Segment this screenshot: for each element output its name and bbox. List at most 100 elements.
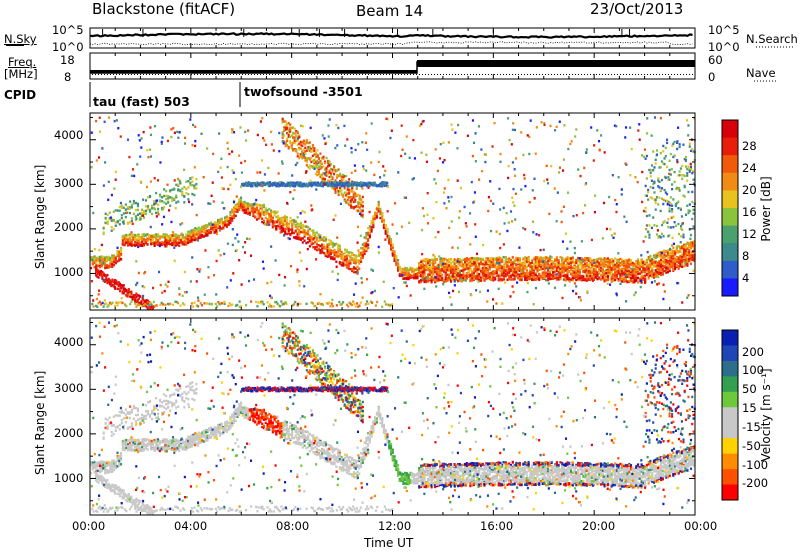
power-cell xyxy=(575,278,578,282)
power-cell xyxy=(502,277,506,281)
power-cell xyxy=(622,264,626,268)
power-cell xyxy=(225,219,228,223)
power-cell xyxy=(281,136,284,139)
power-cell xyxy=(487,264,490,268)
power-cell xyxy=(504,269,507,273)
power-cell xyxy=(453,266,456,270)
power-cell xyxy=(432,273,435,276)
power-cell xyxy=(314,234,317,238)
power-cell xyxy=(478,268,481,271)
power-cell xyxy=(275,211,278,215)
power-cell xyxy=(444,277,447,280)
power-cell xyxy=(313,153,316,156)
power-cell xyxy=(603,257,606,260)
power-cell xyxy=(367,184,370,187)
power-cell xyxy=(554,270,557,274)
power-cell xyxy=(557,278,560,281)
power-cell xyxy=(550,273,553,277)
power-cell xyxy=(367,181,370,184)
power-cell xyxy=(345,263,348,267)
power-cell xyxy=(273,220,276,223)
power-cell xyxy=(488,266,491,269)
power-cell xyxy=(359,184,362,188)
power-cell xyxy=(146,237,149,240)
power-cell xyxy=(116,253,119,256)
power-cell xyxy=(299,184,302,188)
power-cell xyxy=(305,232,308,235)
power-cell xyxy=(587,263,590,266)
power-cell xyxy=(292,126,295,129)
power-cell xyxy=(306,184,309,188)
power-cell xyxy=(619,264,622,268)
power-cell xyxy=(536,259,539,263)
power-cell xyxy=(552,262,555,265)
power-cell xyxy=(144,234,147,237)
power-cell xyxy=(155,237,158,240)
power-cell xyxy=(266,222,269,226)
power-cell xyxy=(612,268,615,271)
power-cell xyxy=(423,276,426,279)
power-cell xyxy=(451,268,454,271)
power-cell xyxy=(176,240,179,244)
power-cell xyxy=(342,264,345,267)
power-cell xyxy=(286,131,289,135)
power-cell xyxy=(112,257,116,260)
power-cell xyxy=(252,213,255,216)
power-cell xyxy=(562,269,566,273)
power-cell xyxy=(342,184,345,187)
power-cell xyxy=(474,277,477,280)
power-cell xyxy=(179,239,183,242)
power-cell xyxy=(165,240,168,243)
power-cell xyxy=(668,256,671,259)
power-cell xyxy=(197,235,200,239)
power-cell xyxy=(217,218,220,222)
power-cell xyxy=(218,221,221,224)
power-cell xyxy=(672,269,675,272)
power-cell xyxy=(437,278,440,281)
power-cell xyxy=(513,262,516,265)
power-cell xyxy=(172,234,176,238)
power-cell xyxy=(596,258,599,261)
power-cell xyxy=(345,191,348,194)
x-tick: 04:00 xyxy=(174,519,208,533)
power-cell xyxy=(354,267,357,270)
power-cell xyxy=(449,271,453,274)
power-cell xyxy=(679,264,682,268)
power-cell xyxy=(357,205,360,209)
power-cell xyxy=(312,229,315,232)
power-cell xyxy=(287,147,290,150)
power-cell xyxy=(518,269,521,273)
power-cell xyxy=(502,268,506,272)
power-cell xyxy=(302,148,305,151)
power-cell xyxy=(282,183,285,186)
power-cell xyxy=(432,262,435,266)
power-cell xyxy=(423,258,426,261)
power-cell xyxy=(373,181,376,184)
power-cell xyxy=(311,149,314,152)
power-cell xyxy=(304,156,307,160)
power-cell xyxy=(301,155,304,158)
power-cell xyxy=(358,251,361,255)
power-cell xyxy=(311,166,314,169)
power-cell xyxy=(684,243,687,246)
power-cell xyxy=(356,269,359,272)
power-cell xyxy=(599,262,603,265)
power-cell xyxy=(434,277,437,281)
power-cell xyxy=(333,253,336,257)
power-cell xyxy=(324,253,327,257)
power-cell xyxy=(635,279,638,282)
power-cell xyxy=(684,256,687,260)
power-cell xyxy=(296,139,299,142)
power-cell xyxy=(513,274,516,278)
power-cell xyxy=(377,207,380,211)
power-cell xyxy=(405,271,408,274)
power-cell xyxy=(127,243,130,246)
power-cell xyxy=(614,278,617,282)
power-cell xyxy=(336,188,339,192)
power-cell xyxy=(654,253,657,257)
power-cell xyxy=(675,264,678,267)
power-cell xyxy=(674,252,677,255)
power-cell xyxy=(278,222,281,225)
power-cell xyxy=(402,275,405,278)
power-cell xyxy=(286,144,289,147)
